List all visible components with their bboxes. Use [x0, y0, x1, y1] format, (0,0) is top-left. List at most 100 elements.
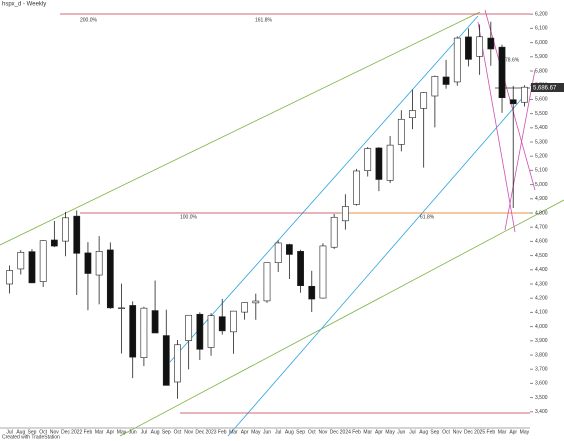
annotation: 200.0%: [80, 17, 98, 23]
x-tick-label: Feb: [487, 429, 496, 435]
x-tick-label: Sep: [162, 429, 171, 435]
x-tick-label: May: [251, 429, 261, 435]
x-tick-label: 2023: [205, 429, 216, 435]
candle-body: [263, 262, 271, 302]
y-tick-label: 5,300: [535, 139, 548, 145]
x-tick-label: Mar: [498, 429, 507, 435]
x-tick-label: Mar: [229, 429, 238, 435]
y-tick-label: 4,500: [535, 253, 548, 259]
candle-body: [375, 147, 383, 180]
candle-body: [364, 148, 372, 171]
x-tick-label: Apr: [375, 429, 383, 435]
candle-body: [84, 252, 92, 274]
footer: Created with TradeStation: [2, 434, 60, 440]
x-tick-label: Nov: [453, 429, 462, 435]
y-tick-label: 6,100: [535, 26, 548, 32]
x-tick-label: Mar: [363, 429, 372, 435]
y-tick-label: 3,800: [535, 352, 548, 358]
candle-body: [330, 216, 338, 248]
x-tick-label: Feb: [84, 429, 93, 435]
x-tick-label: Nov: [319, 429, 328, 435]
candle-body: [39, 240, 47, 282]
candle-body: [319, 245, 327, 299]
candle-body: [50, 239, 58, 247]
candle-body: [409, 110, 416, 119]
y-tick-label: 5,000: [535, 182, 548, 188]
candle-body: [297, 251, 304, 287]
y-tick-label: 5,600: [535, 97, 548, 103]
x-tick-label: Sep: [28, 429, 37, 435]
candle-body: [106, 249, 114, 309]
x-tick-label: Nov: [184, 429, 193, 435]
candle-body: [28, 251, 36, 284]
last-price-box: [531, 83, 564, 92]
x-tick-label: Oct: [174, 429, 182, 435]
y-tick-label: 4,400: [535, 267, 548, 273]
candle-body: [218, 316, 226, 332]
last-price: 5,686.67: [533, 86, 557, 92]
y-tick-label: 5,900: [535, 54, 548, 60]
y-tick-label: 4,200: [535, 296, 548, 302]
annotation: 61.8%: [420, 214, 435, 220]
candle-body: [509, 99, 517, 105]
y-tick-label: 5,100: [535, 168, 548, 174]
x-tick-label: Oct: [308, 429, 316, 435]
candle-body: [476, 36, 484, 57]
candle-body: [442, 76, 450, 85]
candle-body: [465, 36, 472, 60]
x-tick-label: Feb: [218, 429, 227, 435]
x-tick-label: Oct: [39, 429, 47, 435]
y-tick-label: 5,400: [535, 125, 548, 131]
x-tick-label: Apr: [241, 429, 249, 435]
y-tick-label: 3,600: [535, 381, 548, 387]
candle-body: [397, 118, 405, 145]
y-tick-label: 4,600: [535, 239, 548, 245]
x-tick-label: May: [117, 429, 127, 435]
candle-body: [420, 92, 428, 109]
candle-body: [162, 335, 170, 386]
candle-body: [73, 215, 81, 254]
candle-body: [241, 302, 248, 313]
candle-body: [353, 170, 360, 205]
x-tick-label: Jul: [6, 429, 12, 435]
candle-body: [185, 314, 193, 341]
y-tick-label: 4,000: [535, 324, 548, 330]
candle-body: [6, 270, 13, 285]
candle-body: [95, 251, 103, 276]
candle-body: [17, 252, 25, 270]
y-tick-label: 5,500: [535, 111, 548, 117]
candle-body: [521, 86, 528, 103]
y-tick-label: 5,200: [535, 154, 548, 160]
x-tick-label: Aug: [16, 429, 25, 435]
candle-body: [140, 307, 148, 358]
x-tick-label: Dec: [464, 429, 473, 435]
x-tick-label: Mar: [95, 429, 104, 435]
candle-body: [207, 315, 215, 348]
y-tick-label: 3,900: [535, 338, 548, 344]
y-tick-label: 4,300: [535, 281, 548, 287]
x-tick-label: Dec: [330, 429, 339, 435]
candle-body: [453, 37, 461, 83]
candle-body: [118, 307, 125, 309]
x-tick-label: Jul: [275, 429, 281, 435]
x-tick-label: 2022: [71, 429, 82, 435]
candle-body: [129, 305, 137, 358]
y-tick-label: 4,700: [535, 225, 548, 231]
annotation: 161.8%: [255, 17, 273, 23]
y-tick-label: 5,800: [535, 68, 548, 74]
x-tick-label: Aug: [151, 429, 160, 435]
x-tick-label: Jun: [397, 429, 405, 435]
x-tick-label: Dec: [195, 429, 204, 435]
x-tick-label: 2024: [340, 429, 351, 435]
y-tick-label: 6,000: [535, 40, 548, 46]
x-tick-label: Apr: [509, 429, 517, 435]
x-tick-label: Nov: [50, 429, 59, 435]
y-tick-label: 3,400: [535, 409, 548, 415]
chart-title: hspx_d - Weekly: [2, 2, 46, 8]
candle-body: [431, 76, 439, 97]
annotation: 78.6%: [505, 57, 520, 63]
y-tick-label: 6,200: [535, 12, 548, 18]
x-tick-label: Aug: [285, 429, 294, 435]
candle-body: [386, 144, 394, 181]
y-tick-label: 4,100: [535, 310, 548, 316]
